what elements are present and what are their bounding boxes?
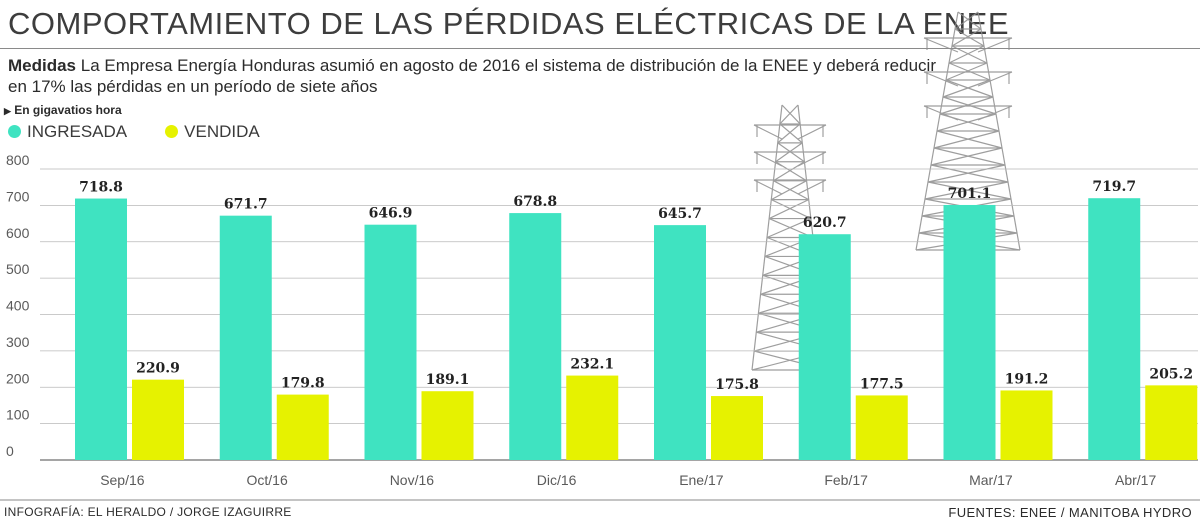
bar-vendida (711, 396, 763, 460)
x-tick-label: Nov/16 (390, 472, 435, 488)
units-text: En gigavatios hora (14, 103, 122, 117)
x-tick-label: Feb/17 (824, 472, 868, 488)
bar-vendida (1145, 385, 1198, 460)
bar-ingresada (75, 198, 127, 460)
y-tick-label: 300 (6, 334, 30, 350)
legend-item-ingresada: INGRESADA (8, 122, 127, 142)
subtitle-lead: Medidas (8, 56, 77, 75)
legend-label-vendida: VENDIDA (184, 122, 260, 141)
bar-ingresada (798, 234, 851, 460)
x-tick-label: Oct/16 (247, 472, 288, 488)
x-tick-label: Dic/16 (537, 472, 577, 488)
subtitle-text: La Empresa Energía Honduras asumió en ag… (8, 56, 936, 96)
data-label: 232.1 (570, 357, 614, 373)
bar-vendida (421, 391, 474, 460)
bar-ingresada (943, 204, 996, 460)
y-tick-label: 400 (6, 298, 30, 314)
chart-legend: INGRESADA VENDIDA (8, 122, 288, 142)
footer-sources: FUENTES: ENEE / MANITOBA HYDRO (948, 505, 1192, 520)
legend-item-vendida: VENDIDA (165, 122, 260, 142)
x-tick-label: Sep/16 (100, 472, 145, 488)
data-label: 678.8 (513, 194, 557, 210)
y-tick-label: 500 (6, 261, 30, 277)
data-label: 620.7 (803, 215, 847, 231)
bar-ingresada (364, 224, 417, 460)
data-label: 646.9 (369, 206, 413, 222)
bar-ingresada (509, 213, 562, 460)
legend-label-ingresada: INGRESADA (27, 122, 128, 141)
data-label: 220.9 (136, 361, 180, 377)
footer-credit: INFOGRAFÍA: EL HERALDO / JORGE IZAGUIRRE (4, 505, 292, 519)
bar-ingresada (654, 225, 706, 460)
data-label: 718.8 (79, 180, 123, 196)
y-tick-label: 600 (6, 225, 30, 241)
data-label: 179.8 (281, 376, 325, 392)
data-label: 645.7 (658, 206, 702, 222)
y-tick-label: 100 (6, 407, 30, 423)
bar-vendida (132, 379, 184, 460)
data-label: 671.7 (224, 197, 268, 213)
bar-vendida (1000, 390, 1053, 460)
data-label: 177.5 (860, 376, 904, 392)
data-label: 701.1 (948, 186, 992, 202)
bar-vendida (566, 375, 619, 460)
data-label: 191.2 (1005, 371, 1049, 387)
legend-swatch-vendida (165, 125, 179, 138)
chart-subtitle: Medidas La Empresa Energía Honduras asum… (8, 55, 948, 97)
legend-swatch-ingresada (8, 125, 21, 138)
y-tick-label: 0 (6, 443, 14, 459)
bar-vendida (855, 395, 908, 460)
arrow-right-icon: ▶ (4, 106, 11, 116)
bar-vendida (276, 394, 329, 460)
bar-ingresada (219, 215, 272, 460)
y-tick-label: 700 (6, 188, 30, 204)
y-tick-label: 200 (6, 370, 30, 386)
data-label: 719.7 (1092, 179, 1136, 195)
x-tick-label: Mar/17 (969, 472, 1013, 488)
x-tick-label: Abr/17 (1115, 472, 1156, 488)
data-label: 189.1 (426, 372, 470, 388)
bar-ingresada (1088, 198, 1141, 461)
units-label: ▶ En gigavatios hora (4, 103, 122, 117)
y-tick-label: 800 (6, 152, 30, 168)
title-divider (0, 48, 1200, 49)
data-label: 175.8 (715, 377, 759, 393)
chart-title: COMPORTAMIENTO DE LAS PÉRDIDAS ELÉCTRICA… (8, 6, 1010, 41)
x-tick-label: Ene/17 (679, 472, 724, 488)
data-label: 205.2 (1149, 366, 1193, 382)
